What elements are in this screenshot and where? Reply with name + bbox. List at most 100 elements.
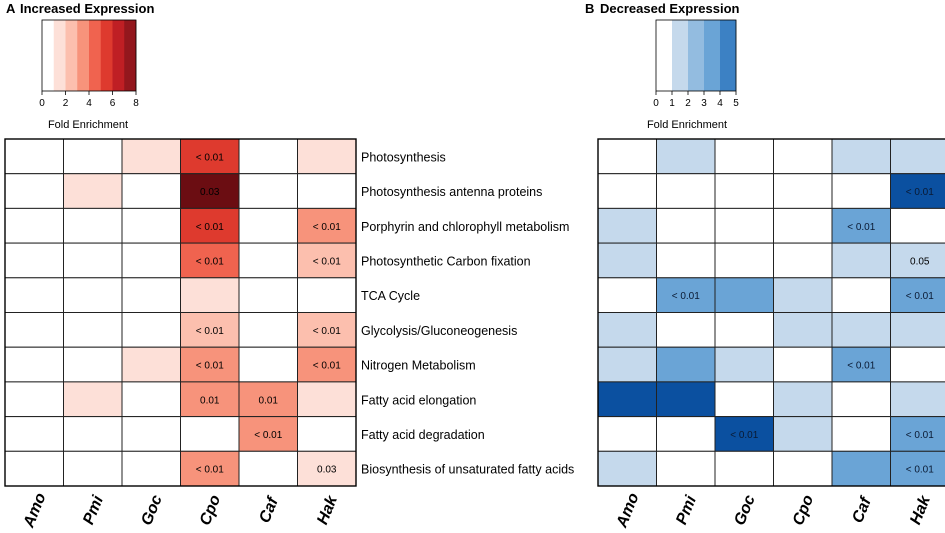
- panel-b-cell: [656, 346, 716, 383]
- panel-a-cell-label: < 0.01: [196, 465, 225, 476]
- panel-b-cell: [597, 416, 657, 452]
- panel-b-cell-label: < 0.01: [847, 222, 876, 233]
- panel-b-cell: [831, 242, 891, 279]
- panel-b-letter: B: [585, 1, 594, 16]
- panel-a-cell: [121, 450, 181, 487]
- row-labels: Photosynthesis Photosynthesis antenna pro…: [361, 150, 574, 476]
- panel-a-grid-frame: [4, 138, 357, 487]
- panel-b-cell: [714, 242, 774, 279]
- row-label: Nitrogen Metabolism: [361, 359, 476, 373]
- panel-a-cell-label: 0.03: [317, 465, 337, 476]
- panel-a-cell: [297, 138, 357, 175]
- panel-b-cell: [597, 173, 657, 209]
- panel-b-cell: [890, 138, 945, 175]
- panel-a-cell: [238, 242, 298, 279]
- panel-a-column-label: Caf: [256, 494, 282, 526]
- panel-b-column-label: Pmi: [673, 493, 700, 527]
- panel-b-legend-label: Fold Enrichment: [647, 119, 727, 131]
- panel-a-cell: [238, 346, 298, 383]
- panel-a-legend-tick-label: 8: [133, 98, 139, 109]
- panel-b-cell: [714, 173, 774, 209]
- panel-b-legend-tick-label: 5: [733, 98, 739, 109]
- panel-b-cell: [890, 207, 945, 244]
- panel-b-cell: [656, 173, 716, 209]
- panel-b-cell: [714, 381, 774, 418]
- panel-b-cell: [831, 138, 891, 175]
- row-label: Porphyrin and chlorophyll metabolism: [361, 220, 569, 234]
- panel-b-cell: [714, 207, 774, 244]
- panel-a-cell-label: < 0.01: [313, 256, 342, 267]
- row-label: Photosynthesis: [361, 150, 446, 164]
- panel-b-cell: [597, 346, 657, 383]
- panel-a-cell: [238, 207, 298, 244]
- panel-b-column-label: Hak: [907, 493, 934, 528]
- panel-b-cell: [597, 450, 657, 487]
- panel-a-cell-label: < 0.01: [196, 326, 225, 337]
- panel-b-legend-tick-label: 1: [669, 98, 675, 109]
- panel-a-cell: [121, 138, 181, 175]
- panel-a-cell-label: < 0.01: [254, 430, 283, 441]
- panel-a-column-labels: Amo Pmi Goc Cpo Caf Hak: [20, 490, 341, 530]
- panel-b-cell: [890, 381, 945, 418]
- panel-b-cell: [597, 138, 657, 175]
- panel-a-cell: [297, 173, 357, 209]
- panel-b-cell: [773, 138, 833, 175]
- panel-a-cell: [4, 138, 64, 175]
- panel-b-legend-frame: [655, 19, 737, 92]
- panel-b-cell: [890, 346, 945, 383]
- panel-a-cell: [180, 207, 240, 244]
- panel-b-cell: [597, 312, 657, 348]
- panel-a-cell-label: 0.01: [259, 395, 279, 406]
- panel-a-cell: [63, 450, 123, 487]
- panel-a-heatmap: < 0.01 0.03 < 0.01 < 0.01 < 0.01 < 0.01 < 0.01…: [4, 138, 357, 487]
- panel-a-cell: [63, 138, 123, 175]
- panel-a-cell: [63, 381, 123, 418]
- panel-b-column-labels: Amo Pmi Goc Cpo Caf Hak: [613, 490, 934, 530]
- panel-b-cell: [831, 346, 891, 383]
- panel-a-cell: [297, 450, 357, 487]
- panel-a-cell: [4, 312, 64, 348]
- panel-a-legend: 0 2 4 6 8: [39, 19, 139, 109]
- panel-a-cell: [180, 242, 240, 279]
- panel-b-cell: [773, 416, 833, 452]
- panel-a-legend-swatch: [124, 20, 137, 91]
- panel-a-legend-label: Fold Enrichment: [48, 119, 128, 131]
- panel-a-legend-swatch: [100, 20, 113, 91]
- panel-b-cell: [714, 450, 774, 487]
- panel-a-cell-label: < 0.01: [196, 361, 225, 372]
- panel-a-column-label: Cpo: [197, 493, 224, 528]
- panel-a-cell: [238, 312, 298, 348]
- panel-a-cell: [4, 346, 64, 383]
- panel-b-cell: [890, 416, 945, 452]
- panel-a-cell: [121, 346, 181, 383]
- panel-b-cell: [597, 277, 657, 313]
- panel-b-cell: [714, 138, 774, 175]
- row-label: Biosynthesis of unsaturated fatty acids: [361, 463, 574, 477]
- panel-a-cell: [297, 416, 357, 452]
- panel-b-legend-swatch: [720, 20, 737, 91]
- panel-a-cell-label: < 0.01: [196, 222, 225, 233]
- panel-b-cell: [656, 277, 716, 313]
- panel-a-cell: [63, 312, 123, 348]
- panel-b-cell-label: < 0.01: [906, 291, 935, 302]
- panel-a-cell: [121, 242, 181, 279]
- panel-a-legend-tick-label: 6: [110, 98, 116, 109]
- panel-a-cell: [238, 138, 298, 175]
- panel-a-cell: [121, 277, 181, 313]
- panel-b-cell-label: < 0.01: [906, 187, 935, 198]
- panel-b-cell: [831, 381, 891, 418]
- panel-a-cell: [4, 450, 64, 487]
- panel-b-cell: [714, 346, 774, 383]
- panel-b-cell: [831, 450, 891, 487]
- panel-b-legend-tick-label: 2: [685, 98, 691, 109]
- panel-b-cell: [831, 312, 891, 348]
- panel-a-cell-label: < 0.01: [313, 361, 342, 372]
- row-label: TCA Cycle: [361, 289, 420, 303]
- panel-a-cell: [63, 173, 123, 209]
- panel-a-letter: A: [6, 1, 16, 16]
- panel-a-cell-label: < 0.01: [313, 222, 342, 233]
- panel-b-cell: [597, 207, 657, 244]
- panel-a-cell: [4, 381, 64, 418]
- panel-a-cell-label: 0.03: [200, 187, 220, 198]
